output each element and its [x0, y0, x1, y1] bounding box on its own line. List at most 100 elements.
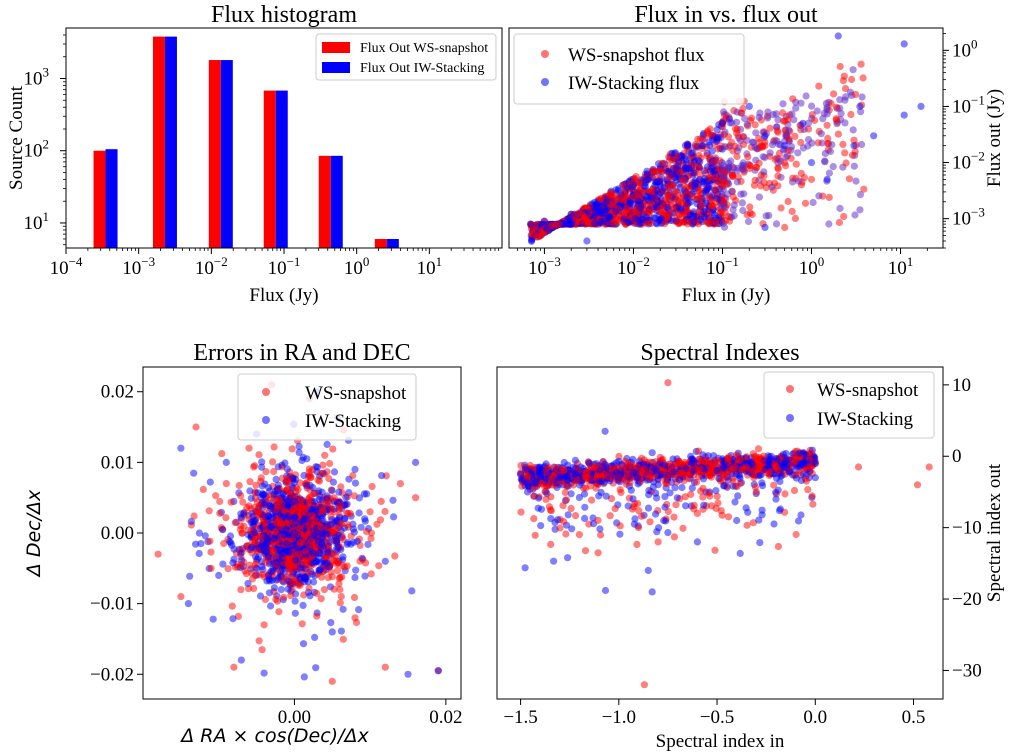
scatter-point [274, 463, 282, 471]
scatter-point [727, 157, 735, 165]
scatter-point [825, 220, 833, 228]
scatter-point [620, 215, 628, 223]
bar-iw-stacking [220, 60, 233, 248]
scatter-point [263, 535, 271, 543]
y-tick-label: 10−3 [952, 205, 985, 230]
scatter-point [596, 525, 604, 533]
scatter-point [226, 532, 235, 540]
scatter-point [291, 597, 299, 605]
scatter-point [841, 84, 850, 93]
legend-label-iw: IW-Stacking flux [568, 73, 700, 94]
x-axis: 10−4 10−3 10−2 10−1 100 101 [50, 248, 500, 279]
scatter-point [746, 203, 754, 211]
scatter-point [329, 550, 337, 558]
scatter-point [790, 116, 798, 124]
legend-swatch-iw [322, 62, 350, 73]
scatter-point [222, 458, 230, 466]
scatter-point [317, 543, 325, 552]
scatter-point [661, 220, 669, 228]
scatter-point [192, 540, 200, 548]
scatter-point [222, 514, 230, 522]
scatter-point [694, 135, 702, 143]
scatter-point [616, 522, 624, 530]
scatter-point [835, 218, 844, 227]
scatter-point [547, 493, 555, 501]
y-axis-label: Δ Dec/Δx [23, 489, 45, 578]
scatter-point [675, 219, 683, 227]
scatter-point [633, 540, 641, 549]
scatter-point [781, 490, 789, 498]
scatter-point [298, 518, 306, 526]
scatter-point [216, 509, 224, 517]
scatter-point [265, 571, 273, 579]
scatter-point [772, 488, 780, 496]
scatter-point [267, 602, 275, 610]
scatter-point [858, 140, 866, 149]
scatter-point [265, 589, 273, 597]
scatter-point [339, 535, 347, 544]
scatter-point [303, 482, 311, 490]
legend: WS-snapshot flux IW-Stacking flux [513, 33, 745, 105]
x-tick-label: 100 [344, 254, 370, 279]
scatter-point [706, 167, 714, 175]
scatter-point [849, 126, 857, 134]
scatter-point [677, 199, 686, 207]
scatter-point [570, 481, 578, 489]
scatter-point [265, 484, 273, 492]
scatter-point [207, 564, 215, 572]
scatter-point [295, 550, 303, 558]
scatter-point [328, 487, 336, 495]
scatter-point [619, 181, 627, 189]
scatter-point [323, 497, 331, 505]
legend-marker-iw [262, 416, 270, 424]
scatter-point [381, 663, 389, 671]
scatter-point [269, 547, 277, 555]
scatter-point [725, 217, 734, 225]
scatter-point [704, 452, 712, 460]
scatter-point [756, 539, 764, 547]
scatter-point [836, 204, 844, 212]
scatter-point [343, 540, 351, 548]
scatter-point [739, 159, 747, 167]
y-tick-label: −0.01 [90, 594, 134, 615]
scatter-point [270, 584, 278, 592]
scatter-point [270, 534, 278, 543]
bar-iw-stacking [330, 155, 343, 248]
scatter-point [785, 126, 793, 134]
scatter-point [823, 121, 831, 129]
scatter-point [673, 188, 682, 197]
scatter-point [247, 494, 255, 502]
scatter-point [248, 549, 256, 557]
scatter-point [705, 220, 713, 228]
scatter-point [314, 537, 322, 545]
scatter-point [259, 570, 267, 578]
scatter-point [330, 494, 338, 502]
scatter-point [775, 140, 783, 148]
scatter-point [734, 132, 742, 140]
y-tick-label: 103 [24, 64, 50, 89]
scatter-point [848, 75, 856, 84]
scatter-point [581, 547, 590, 555]
scatter-point [695, 157, 703, 165]
scatter-point [733, 178, 742, 186]
scatter-point [334, 543, 342, 551]
scatter-point [177, 444, 185, 452]
scatter-point [774, 164, 782, 172]
scatter-point [699, 451, 707, 459]
y-axis: −0.02−0.010.000.010.02 [90, 382, 143, 685]
legend-label-ws: WS-snapshot [305, 383, 407, 404]
scatter-point [222, 480, 230, 488]
scatter-point [248, 543, 256, 552]
scatter-point [607, 189, 616, 197]
scatter-point [219, 560, 227, 568]
scatter-point [326, 459, 334, 468]
scatter-point [404, 670, 412, 678]
scatter-point [794, 517, 803, 525]
scatter-point [741, 115, 749, 123]
scatter-point [564, 554, 572, 562]
scatter-point [305, 468, 313, 476]
scatter-point [797, 138, 805, 147]
bar-ws-snapshot [208, 60, 221, 248]
scatter-point [713, 492, 721, 500]
